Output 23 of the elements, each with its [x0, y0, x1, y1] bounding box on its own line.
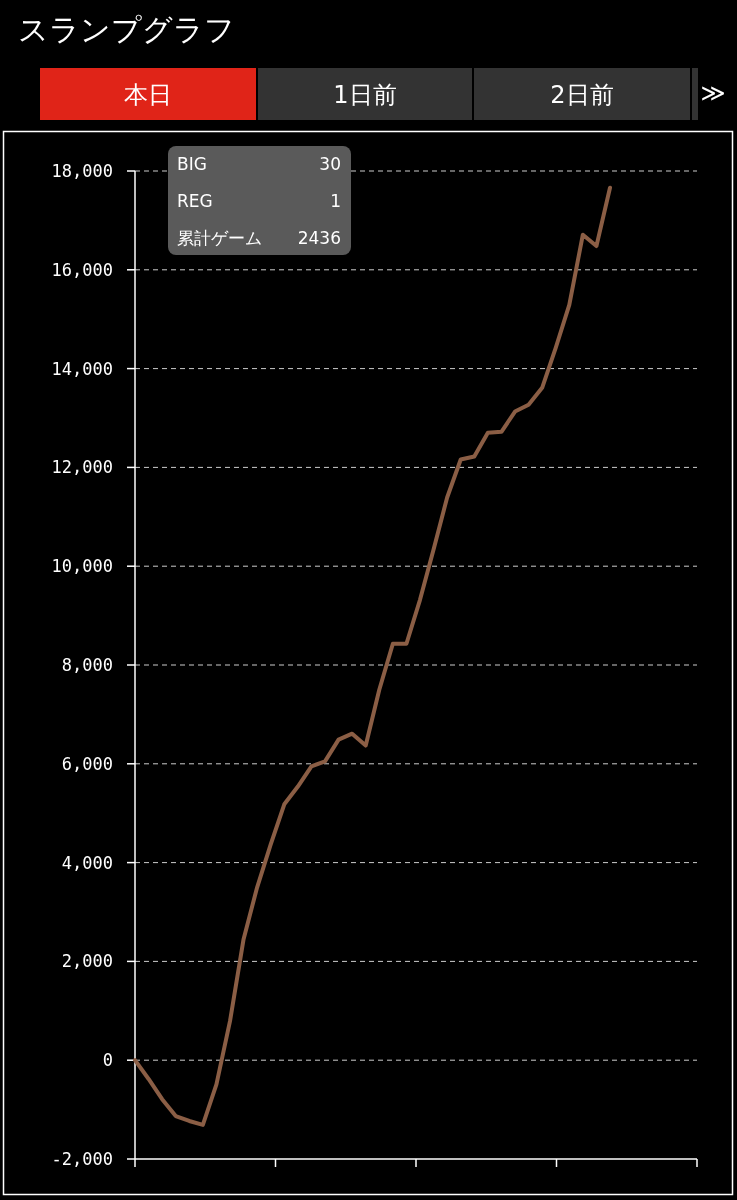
y-tick-label: 4,000 — [61, 852, 113, 873]
y-tick-label: 2,000 — [61, 951, 113, 972]
y-tick-label: 16,000 — [51, 259, 113, 280]
annotation: 累計ゲーム — [177, 228, 262, 248]
chart-title: スランプグラフ — [18, 12, 235, 47]
annotation: 1 — [330, 191, 341, 211]
y-tick-label: 10,000 — [51, 556, 113, 577]
y-tick-label: -2,000 — [51, 1149, 113, 1169]
text: ≫ — [700, 79, 726, 107]
y-tick-label: 0 — [102, 1050, 113, 1071]
annotation: BIG — [177, 154, 207, 174]
text: 1日前 — [333, 81, 397, 109]
y-tick-label: 6,000 — [61, 753, 113, 774]
y-tick-label: 14,000 — [51, 358, 113, 379]
line-series — [133, 185, 612, 1127]
text: 2日前 — [550, 81, 614, 109]
y-tick-label: 8,000 — [61, 655, 113, 675]
annotation: 30 — [319, 154, 341, 174]
annotation: REG — [177, 191, 213, 211]
y-tick-label: 12,000 — [51, 457, 113, 478]
annotation: 2436 — [297, 228, 341, 248]
text: 本日 — [124, 81, 172, 109]
y-tick-label: 18,000 — [51, 161, 113, 181]
